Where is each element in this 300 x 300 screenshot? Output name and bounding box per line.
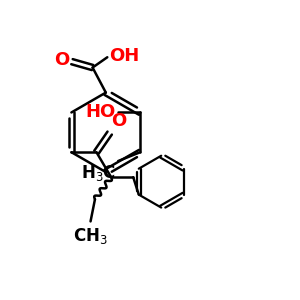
Text: OH: OH — [109, 47, 139, 65]
Text: O: O — [111, 112, 126, 130]
Text: HO: HO — [85, 103, 116, 122]
Text: O: O — [54, 51, 70, 69]
Text: CH$_3$: CH$_3$ — [73, 226, 108, 246]
Text: H$_3$C: H$_3$C — [81, 163, 116, 182]
